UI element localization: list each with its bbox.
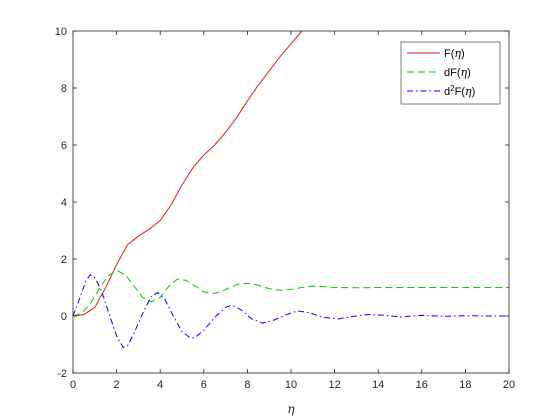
x-tick-label: 2 xyxy=(114,379,120,391)
y-axis: -2 0 2 4 6 8 10 xyxy=(55,26,509,380)
legend-box xyxy=(400,41,501,105)
x-tick-label: 18 xyxy=(459,379,471,391)
x-tick-label: 8 xyxy=(244,379,250,391)
series-line-2 xyxy=(72,269,509,317)
series-line-1 xyxy=(72,30,303,317)
x-tick-label: 16 xyxy=(416,379,428,391)
y-tick-label: 2 xyxy=(61,254,67,266)
y-tick-label: 0 xyxy=(61,311,67,323)
x-axis-label: η xyxy=(287,402,295,416)
legend-label: d2F(η) xyxy=(444,84,475,99)
x-tick-label: 6 xyxy=(201,379,207,391)
x-tick-label: 20 xyxy=(503,379,515,391)
series-layer xyxy=(72,30,509,348)
x-tick-label: 10 xyxy=(285,379,297,391)
legend: F(η) dF(η) d2F(η) xyxy=(400,41,501,105)
y-tick-label: 6 xyxy=(61,140,67,152)
y-tick-label: 8 xyxy=(61,83,67,95)
y-tick-label: 10 xyxy=(55,26,67,38)
series-line-3 xyxy=(72,274,509,348)
x-tick-label: 14 xyxy=(372,379,384,391)
x-tick-label: 12 xyxy=(328,379,340,391)
legend-label: F(η) xyxy=(444,47,465,60)
x-axis: 0 2 4 6 8 10 12 14 16 18 20 xyxy=(70,31,515,391)
y-tick-label: 4 xyxy=(61,197,67,209)
x-tick-label: 0 xyxy=(70,379,76,391)
legend-label: dF(η) xyxy=(444,66,471,79)
x-tick-label: 4 xyxy=(157,379,163,391)
y-tick-label: -2 xyxy=(57,368,67,380)
